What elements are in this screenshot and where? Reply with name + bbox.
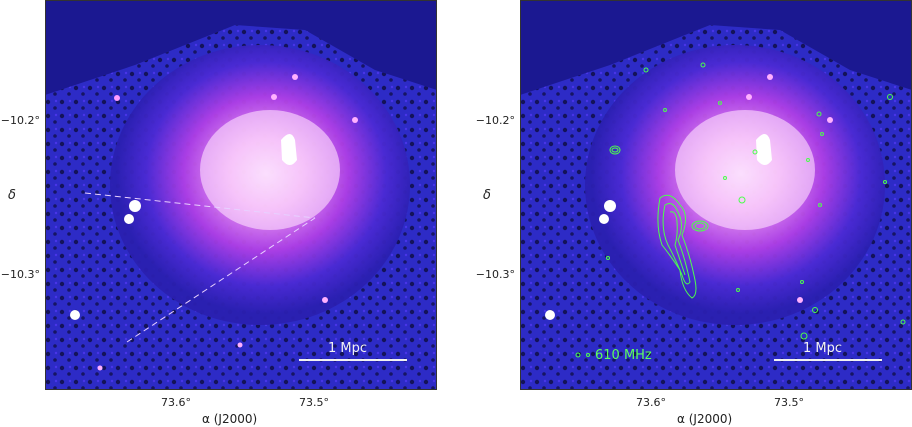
xray-emission-map [45, 0, 437, 390]
ytick-label: −10.2° [475, 114, 515, 127]
ytick-label: −10.3° [0, 268, 40, 281]
xtick-label: 73.5° [299, 396, 329, 409]
ytick-label: −10.3° [475, 268, 515, 281]
y-axis-label: δ [483, 188, 491, 203]
scale-bar [299, 359, 407, 361]
xray-emission-map-with-contours [520, 0, 912, 390]
y-axis-label: δ [8, 188, 16, 203]
xtick-label: 73.6° [636, 396, 666, 409]
xtick-label: 73.5° [774, 396, 804, 409]
scale-bar [774, 359, 882, 361]
ytick-label: −10.2° [0, 114, 40, 127]
xray-image-left: 1 Mpc [45, 0, 437, 390]
frequency-label: 610 MHz [595, 348, 652, 363]
radio-contours [575, 62, 906, 358]
xray-image-right: 1 Mpc 610 MHz [520, 0, 912, 390]
x-axis-label: α (J2000) [202, 412, 258, 426]
scale-bar-label: 1 Mpc [803, 341, 843, 356]
scale-bar-label: 1 Mpc [328, 341, 368, 356]
x-axis-label: α (J2000) [677, 412, 733, 426]
xtick-label: 73.6° [161, 396, 191, 409]
